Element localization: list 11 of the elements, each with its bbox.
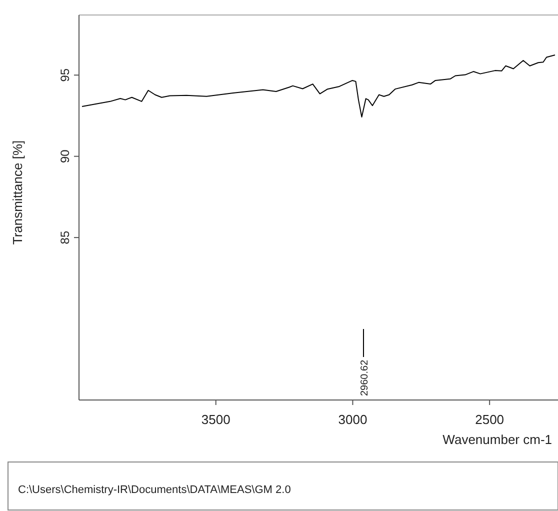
y-tick-label: 85 xyxy=(58,230,72,244)
y-tick-label: 95 xyxy=(58,68,72,82)
y-axis-title: Transmittance [%] xyxy=(10,140,25,245)
x-tick-label: 2500 xyxy=(475,412,504,427)
x-axis-title: Wavenumber cm-1 xyxy=(442,432,552,447)
y-tick-label: 90 xyxy=(58,149,72,164)
x-tick-label: 3000 xyxy=(338,412,368,427)
text: C:\Users\Chemistry-IR\Documents\DATA\MEAS\GM 2.0 xyxy=(18,484,291,496)
x-tick-label: 3500 xyxy=(201,412,230,427)
annotation: 2960.62 xyxy=(359,359,370,396)
line-series xyxy=(82,54,556,118)
